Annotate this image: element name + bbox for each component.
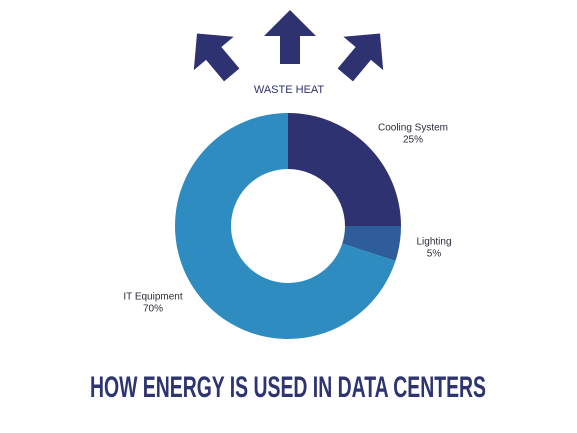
value-label: 5%	[427, 249, 442, 260]
slice-label: IT Equipment	[123, 292, 183, 303]
wedge	[342, 226, 401, 261]
slice-label: Cooling System	[378, 123, 448, 134]
donut	[175, 113, 401, 339]
wedge	[175, 113, 396, 339]
arrow	[337, 33, 384, 82]
arrow	[264, 10, 316, 64]
arrow	[193, 33, 240, 82]
slice-label: Lighting	[416, 237, 451, 248]
waste-heat-arrows	[193, 10, 384, 82]
value-label: 25%	[403, 135, 423, 146]
chart-title: HOW ENERGY IS USED IN DATA CENTERS	[90, 371, 486, 404]
annotation: WASTE HEAT	[254, 84, 325, 96]
wedge	[288, 113, 401, 226]
value-label: 70%	[143, 304, 163, 315]
